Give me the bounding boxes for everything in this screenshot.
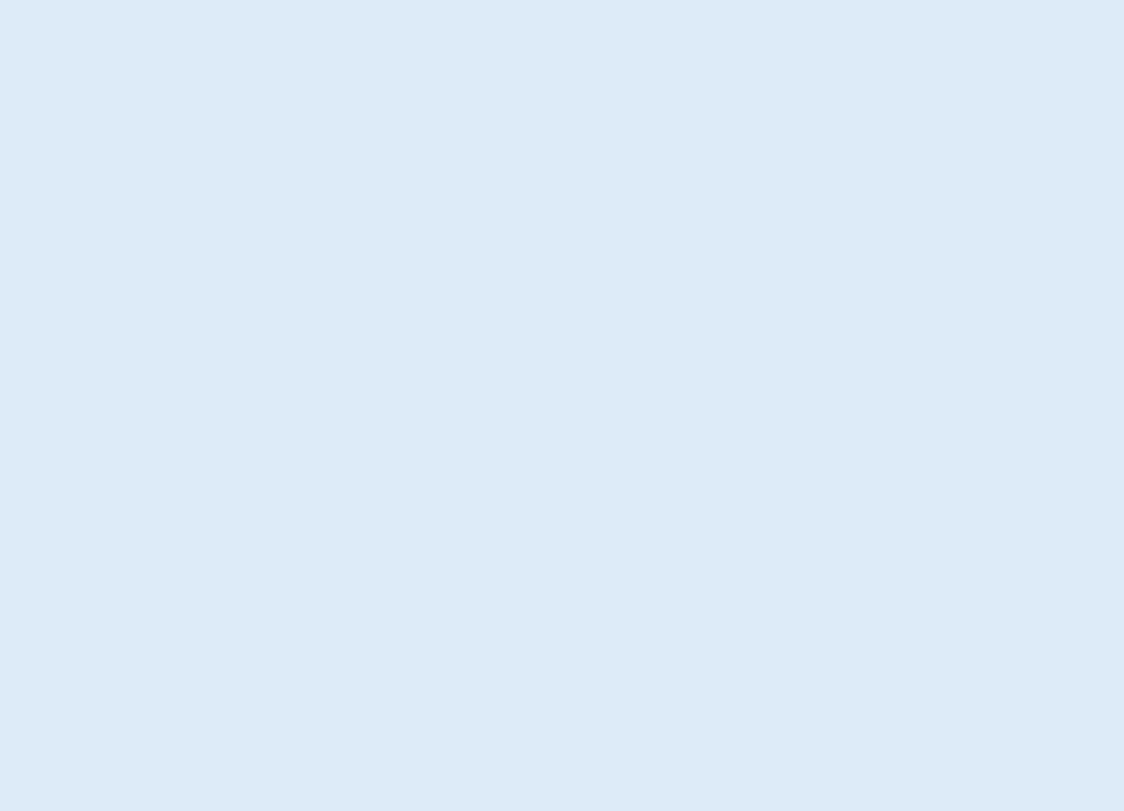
superdarn-velocity-map [0, 0, 1124, 811]
map-canvas [0, 0, 1124, 811]
